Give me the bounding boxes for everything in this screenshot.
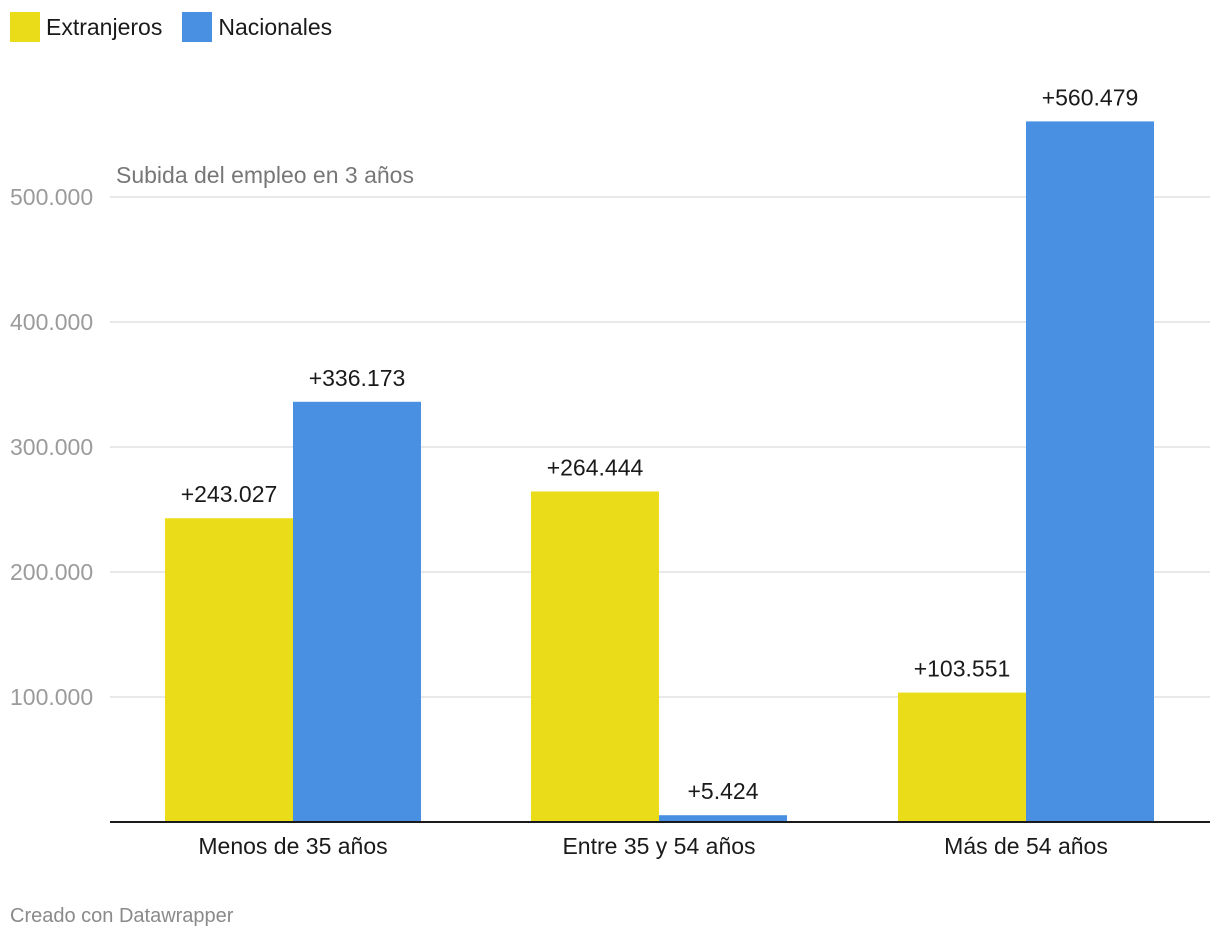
legend-swatch-extranjeros [10,12,40,42]
legend-label-extranjeros: Extranjeros [46,13,163,40]
bar-chart: 100.000 200.000 300.000 400.000 500.000 Subid… [10,84,1210,859]
y-tick-label: 300.000 [10,434,93,460]
bar-nacionales [1026,121,1154,823]
data-label: +560.479 [1042,84,1139,110]
chart-annotation: Subida del empleo en 3 años [116,162,414,188]
x-tick-label: Más de 54 años [944,833,1108,859]
bar-extranjeros [531,491,659,822]
y-tick-label: 400.000 [10,309,93,335]
legend-item-nacionales[interactable]: Nacionales [182,12,332,42]
bar-nacionales [293,401,421,822]
legend-swatch-nacionales [182,12,213,42]
legend: Extranjeros Nacionales [10,12,332,42]
y-tick-label: 100.000 [10,684,93,710]
x-tick-label: Entre 35 y 54 años [562,833,755,859]
data-label: +336.173 [309,365,406,391]
y-tick-label: 500.000 [10,184,93,210]
bar-extranjeros [165,518,293,822]
y-tick-label: 200.000 [10,559,93,585]
data-label: +103.551 [914,656,1011,682]
bar-nacionales [659,815,787,822]
legend-item-extranjeros[interactable]: Extranjeros [10,12,162,42]
data-label: +243.027 [181,481,278,507]
credit-text: Creado con Datawrapper [10,905,234,927]
bar-extranjeros [898,692,1026,822]
data-label: +5.424 [688,778,759,804]
x-tick-label: Menos de 35 años [198,833,387,859]
data-label: +264.444 [547,454,644,480]
legend-label-nacionales: Nacionales [218,13,333,40]
